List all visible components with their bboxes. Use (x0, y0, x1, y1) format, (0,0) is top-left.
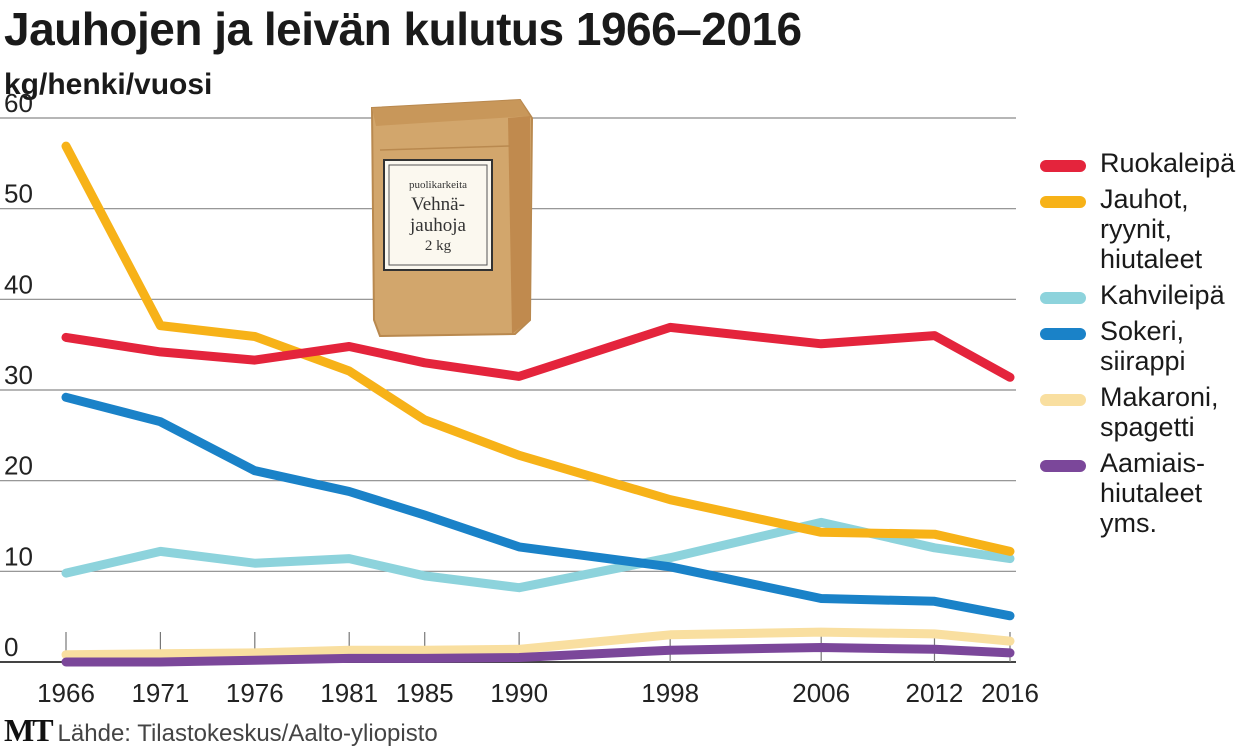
legend-item: Ruokaleipä (1040, 148, 1240, 178)
series-line-5 (61, 643, 1015, 667)
legend-swatch (1040, 160, 1086, 172)
x-tick-label: 1981 (320, 678, 378, 708)
legend-swatch (1040, 328, 1086, 340)
y-tick-label: 0 (4, 632, 18, 662)
x-tick-labels: 1966 1971 1976 1981 1985 1990 1998 2006 2012 2016 (37, 678, 1039, 708)
series-line-3 (61, 392, 1015, 621)
flour-bag-illustration: puolikarkeita Vehnä- jauhoja 2 kg (370, 98, 534, 338)
legend-item: Sokeri, siirappi (1040, 316, 1240, 376)
footer: MT Lähde: Tilastokeskus/Aalto-yliopisto (4, 712, 438, 749)
series-line-4 (61, 627, 1015, 660)
y-tick-label: 50 (4, 179, 33, 209)
legend-item: Makaroni, spagetti (1040, 382, 1240, 442)
x-tick-label: 1990 (490, 678, 548, 708)
legend-swatch (1040, 394, 1086, 406)
legend-item: Jauhot, ryynit, hiutaleet (1040, 184, 1240, 274)
mt-logo: MT (4, 712, 54, 748)
x-tick-label: 2016 (981, 678, 1039, 708)
y-axis-unit-label: kg/henki/vuosi (4, 68, 213, 101)
legend-label: Jauhot, ryynit, hiutaleet (1100, 184, 1203, 274)
bag-label-line-2: Vehnä- (411, 194, 465, 215)
legend-swatch (1040, 196, 1086, 208)
x-tick-label: 1966 (37, 678, 95, 708)
legend-label: Makaroni, spagetti (1100, 382, 1219, 442)
bag-label-line-4: 2 kg (425, 238, 452, 254)
series-line-1 (61, 141, 1015, 556)
bag-label-line-3: jauhoja (409, 215, 466, 236)
series-line-0 (61, 322, 1015, 382)
legend-item: Kahvileipä (1040, 280, 1240, 310)
x-tick-label: 1971 (131, 678, 189, 708)
legend-label: Aamiais- hiutaleet yms. (1100, 448, 1206, 538)
x-tick-label: 1998 (641, 678, 699, 708)
y-tick-labels: 0 10 20 30 40 50 60 (4, 88, 33, 662)
x-tick-label: 1976 (226, 678, 284, 708)
chart-title: Jauhojen ja leivän kulutus 1966–2016 (4, 3, 802, 55)
legend-label: Ruokaleipä (1100, 148, 1236, 178)
x-tick-label: 2006 (792, 678, 850, 708)
legend-swatch (1040, 292, 1086, 304)
legend-label: Sokeri, siirappi (1100, 316, 1186, 376)
y-tick-label: 30 (4, 360, 33, 390)
y-tick-label: 60 (4, 88, 33, 118)
y-tick-label: 40 (4, 269, 33, 299)
legend-swatch (1040, 460, 1086, 472)
x-tick-label: 2012 (906, 678, 964, 708)
bag-label-line-1: puolikarkeita (409, 179, 467, 191)
series-lines (61, 141, 1015, 667)
x-tick-label: 1985 (396, 678, 454, 708)
legend: Ruokaleipä Jauhot, ryynit, hiutaleet Kahvi… (1040, 148, 1240, 544)
y-tick-label: 10 (4, 541, 33, 571)
source-note: Lähde: Tilastokeskus/Aalto-yliopisto (57, 720, 438, 747)
y-tick-label: 20 (4, 451, 33, 481)
legend-label: Kahvileipä (1100, 280, 1225, 310)
legend-item: Aamiais- hiutaleet yms. (1040, 448, 1240, 538)
